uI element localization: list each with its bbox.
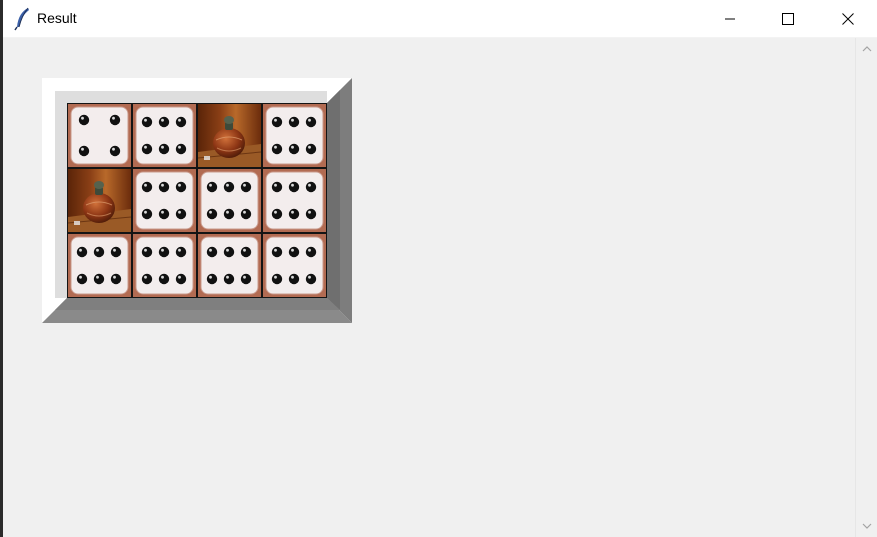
desktop-edge — [0, 0, 3, 537]
die-pip — [158, 181, 170, 193]
die-pip — [288, 116, 300, 128]
window-title: Result — [37, 10, 77, 26]
die-pip — [223, 246, 235, 258]
die-pip — [305, 273, 317, 285]
vase-tile[interactable] — [198, 104, 261, 167]
die-pip — [158, 116, 170, 128]
die-pip — [175, 246, 187, 258]
die-pip — [271, 273, 283, 285]
scroll-down-arrow-icon[interactable] — [860, 519, 874, 533]
die-pip — [76, 273, 88, 285]
die-pip — [240, 208, 252, 220]
die-pip — [110, 273, 122, 285]
die-pip — [240, 273, 252, 285]
window-content — [3, 38, 877, 537]
die-pip — [271, 208, 283, 220]
die-pip — [206, 246, 218, 258]
die-pip — [271, 143, 283, 155]
die-tile[interactable] — [68, 104, 131, 167]
die-pip — [76, 246, 88, 258]
die-pip — [288, 208, 300, 220]
die-pip — [288, 246, 300, 258]
die-pip — [288, 273, 300, 285]
die-pip — [271, 246, 283, 258]
die-pip — [240, 246, 252, 258]
die-pip — [109, 114, 121, 126]
die-pip — [271, 181, 283, 193]
die-pip — [141, 273, 153, 285]
die-pip — [305, 116, 317, 128]
die-pip — [158, 273, 170, 285]
die-pip — [141, 181, 153, 193]
die-pip — [305, 181, 317, 193]
scroll-up-arrow-icon[interactable] — [860, 42, 874, 56]
die-tile[interactable] — [68, 234, 131, 297]
vertical-scrollbar[interactable] — [855, 38, 877, 537]
maximize-button[interactable] — [759, 0, 817, 38]
die-pip — [206, 208, 218, 220]
die-pip — [158, 246, 170, 258]
die-tile[interactable] — [133, 104, 196, 167]
die-pip — [206, 181, 218, 193]
die-pip — [109, 145, 121, 157]
die-pip — [93, 273, 105, 285]
die-pip — [206, 273, 218, 285]
die-tile[interactable] — [263, 169, 326, 232]
die-pip — [223, 181, 235, 193]
die-pip — [271, 116, 283, 128]
die-pip — [223, 273, 235, 285]
die-pip — [175, 116, 187, 128]
dice-grid — [67, 103, 327, 298]
die-pip — [175, 181, 187, 193]
minimize-button[interactable] — [701, 0, 759, 38]
die-pip — [141, 143, 153, 155]
close-button[interactable] — [819, 0, 877, 38]
die-pip — [175, 143, 187, 155]
die-pip — [78, 145, 90, 157]
die-pip — [175, 208, 187, 220]
die-pip — [78, 114, 90, 126]
feather-icon — [13, 7, 33, 31]
minimize-icon — [724, 13, 736, 25]
die-pip — [93, 246, 105, 258]
die-pip — [288, 181, 300, 193]
vase-tile[interactable] — [68, 169, 131, 232]
die-pip — [305, 208, 317, 220]
close-icon — [842, 13, 854, 25]
die-tile[interactable] — [133, 169, 196, 232]
die-pip — [305, 143, 317, 155]
die-pip — [141, 116, 153, 128]
maximize-icon — [782, 13, 794, 25]
die-pip — [141, 208, 153, 220]
die-pip — [175, 273, 187, 285]
die-tile[interactable] — [198, 169, 261, 232]
die-tile[interactable] — [263, 104, 326, 167]
die-pip — [305, 246, 317, 258]
die-tile[interactable] — [263, 234, 326, 297]
puzzle-frame — [42, 78, 352, 323]
die-tile[interactable] — [198, 234, 261, 297]
die-pip — [110, 246, 122, 258]
die-pip — [158, 208, 170, 220]
die-pip — [223, 208, 235, 220]
window-titlebar[interactable]: Result — [3, 0, 877, 38]
die-pip — [288, 143, 300, 155]
die-pip — [141, 246, 153, 258]
die-tile[interactable] — [133, 234, 196, 297]
die-pip — [158, 143, 170, 155]
die-pip — [240, 181, 252, 193]
